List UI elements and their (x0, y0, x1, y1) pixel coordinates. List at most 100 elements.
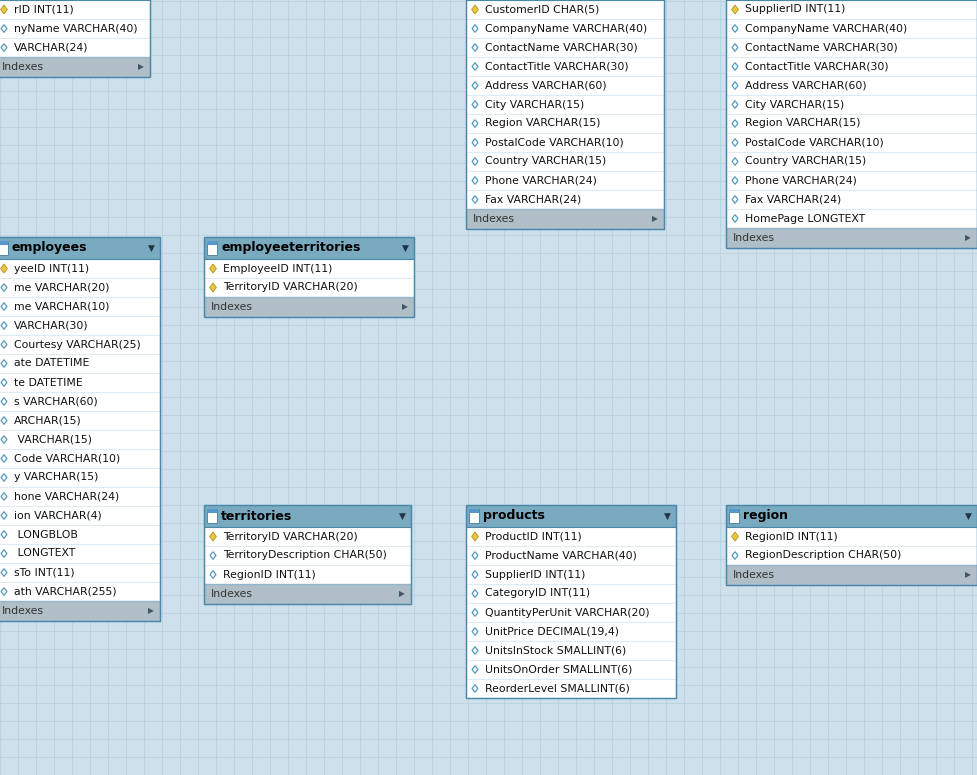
Text: PostalCode VARCHAR(10): PostalCode VARCHAR(10) (485, 137, 623, 147)
Text: employees: employees (12, 242, 88, 254)
Bar (726, 0, 977, 248)
Bar (204, 527, 411, 584)
Bar (726, 0, 977, 228)
Text: nyName VARCHAR(40): nyName VARCHAR(40) (14, 23, 138, 33)
Text: ▼: ▼ (400, 512, 406, 521)
Bar (726, 565, 977, 585)
Text: Region VARCHAR(15): Region VARCHAR(15) (745, 119, 861, 129)
Text: ContactTitle VARCHAR(30): ContactTitle VARCHAR(30) (745, 61, 889, 71)
Text: ▶: ▶ (403, 302, 408, 312)
Text: Fax VARCHAR(24): Fax VARCHAR(24) (485, 195, 581, 205)
Text: HomePage LONGTEXT: HomePage LONGTEXT (745, 213, 865, 223)
Text: CompanyName VARCHAR(40): CompanyName VARCHAR(40) (745, 23, 908, 33)
Text: City VARCHAR(15): City VARCHAR(15) (745, 99, 844, 109)
Bar (469, 509, 479, 523)
Text: Indexes: Indexes (211, 589, 253, 599)
Text: Indexes: Indexes (2, 606, 44, 616)
Text: ContactName VARCHAR(30): ContactName VARCHAR(30) (745, 43, 898, 53)
Text: ProductID INT(11): ProductID INT(11) (485, 532, 581, 542)
Text: Indexes: Indexes (473, 214, 515, 224)
Text: ▼: ▼ (965, 512, 972, 521)
Text: Code VARCHAR(10): Code VARCHAR(10) (14, 453, 120, 463)
Text: territories: territories (221, 509, 292, 522)
Bar (204, 259, 414, 297)
Bar (729, 509, 739, 513)
Bar (466, 209, 664, 229)
Polygon shape (732, 5, 739, 14)
Text: rID INT(11): rID INT(11) (14, 5, 73, 15)
Text: UnitsInStock SMALLINT(6): UnitsInStock SMALLINT(6) (485, 646, 626, 656)
Bar (207, 509, 217, 513)
Text: Courtesy VARCHAR(25): Courtesy VARCHAR(25) (14, 339, 141, 350)
Text: VARCHAR(15): VARCHAR(15) (14, 435, 92, 445)
Bar (726, 505, 977, 527)
Text: EmployeeID INT(11): EmployeeID INT(11) (223, 264, 332, 274)
Bar (469, 509, 479, 513)
Bar (204, 584, 411, 604)
Bar (0, 601, 160, 621)
Text: ▶: ▶ (138, 63, 144, 71)
Text: ContactName VARCHAR(30): ContactName VARCHAR(30) (485, 43, 638, 53)
Text: TerritoryID VARCHAR(20): TerritoryID VARCHAR(20) (223, 283, 358, 292)
Bar (726, 527, 977, 565)
Bar (0, 237, 160, 259)
Text: yeeID INT(11): yeeID INT(11) (14, 264, 89, 274)
Bar (466, 527, 676, 698)
Bar (466, 0, 664, 209)
Text: ▶: ▶ (149, 607, 154, 615)
Text: CompanyName VARCHAR(40): CompanyName VARCHAR(40) (485, 23, 647, 33)
Text: SupplierID INT(11): SupplierID INT(11) (485, 570, 585, 580)
Polygon shape (472, 5, 479, 14)
Bar (466, 505, 676, 527)
Text: Indexes: Indexes (733, 233, 775, 243)
Text: ▶: ▶ (965, 570, 971, 580)
Text: ate DATETIME: ate DATETIME (14, 359, 89, 368)
Bar (0, 57, 150, 77)
Polygon shape (210, 264, 216, 273)
Text: LONGTEXT: LONGTEXT (14, 549, 75, 559)
Bar (207, 509, 217, 523)
Text: ▶: ▶ (965, 233, 971, 243)
Text: ARCHAR(15): ARCHAR(15) (14, 415, 82, 425)
Polygon shape (472, 532, 479, 541)
Bar (204, 297, 414, 317)
Text: ▼: ▼ (149, 243, 155, 253)
Text: Phone VARCHAR(24): Phone VARCHAR(24) (745, 175, 857, 185)
Text: products: products (483, 509, 545, 522)
Text: Phone VARCHAR(24): Phone VARCHAR(24) (485, 175, 597, 185)
Text: hone VARCHAR(24): hone VARCHAR(24) (14, 491, 119, 501)
Text: Indexes: Indexes (2, 62, 44, 72)
Text: s VARCHAR(60): s VARCHAR(60) (14, 397, 98, 407)
Bar (0, 237, 160, 621)
Text: TerritoryDescription CHAR(50): TerritoryDescription CHAR(50) (223, 550, 387, 560)
Text: RegionDescription CHAR(50): RegionDescription CHAR(50) (745, 550, 902, 560)
Text: y VARCHAR(15): y VARCHAR(15) (14, 473, 99, 483)
Bar (0, 0, 150, 57)
Bar (204, 237, 414, 259)
Text: Address VARCHAR(60): Address VARCHAR(60) (745, 81, 867, 91)
Text: ion VARCHAR(4): ion VARCHAR(4) (14, 511, 102, 521)
Text: ▼: ▼ (664, 512, 671, 521)
Polygon shape (732, 532, 739, 541)
Bar (0, 259, 160, 601)
Text: me VARCHAR(10): me VARCHAR(10) (14, 301, 109, 312)
Bar (466, 505, 676, 698)
Text: ▶: ▶ (652, 215, 658, 223)
Text: QuantityPerUnit VARCHAR(20): QuantityPerUnit VARCHAR(20) (485, 608, 650, 618)
Text: SupplierID INT(11): SupplierID INT(11) (745, 5, 845, 15)
Bar (204, 505, 411, 527)
Text: ▶: ▶ (400, 590, 405, 598)
Text: Country VARCHAR(15): Country VARCHAR(15) (485, 157, 607, 167)
Text: Indexes: Indexes (733, 570, 775, 580)
Text: Address VARCHAR(60): Address VARCHAR(60) (485, 81, 607, 91)
Bar (0, 241, 8, 255)
Bar (204, 237, 414, 317)
Text: Indexes: Indexes (211, 302, 253, 312)
Text: CustomerID CHAR(5): CustomerID CHAR(5) (485, 5, 599, 15)
Bar (726, 505, 977, 585)
Polygon shape (1, 5, 8, 14)
Text: me VARCHAR(20): me VARCHAR(20) (14, 283, 109, 292)
Text: Country VARCHAR(15): Country VARCHAR(15) (745, 157, 867, 167)
Text: VARCHAR(30): VARCHAR(30) (14, 321, 89, 330)
Text: ath VARCHAR(255): ath VARCHAR(255) (14, 587, 116, 597)
